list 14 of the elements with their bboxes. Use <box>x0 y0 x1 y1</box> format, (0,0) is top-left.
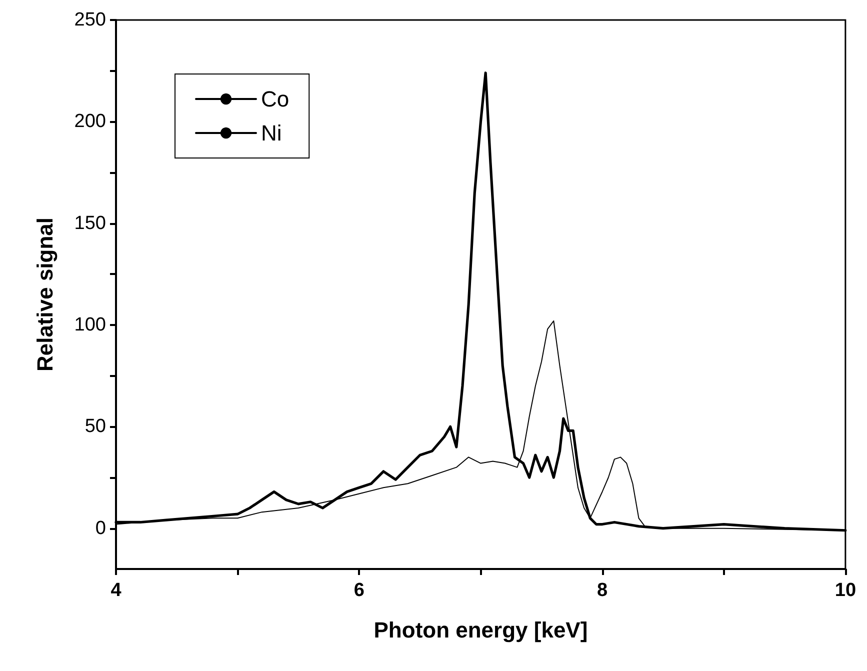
y-axis-title: Relative signal <box>32 217 58 372</box>
y-tick-label: 250 <box>74 10 106 30</box>
y-tick-label: 200 <box>74 111 106 132</box>
x-tick-label: 8 <box>597 580 608 601</box>
y-tick-label: 50 <box>84 416 106 438</box>
x-tick-label: 4 <box>110 580 122 601</box>
y-tick-label: 0 <box>95 518 106 539</box>
legend-label: Co <box>261 86 290 112</box>
y-tick-label: 100 <box>74 314 106 336</box>
x-tick-label: 6 <box>354 580 364 601</box>
x-axis-title: Photon energy [keV] <box>374 618 588 642</box>
x-tick-label: 10 <box>834 580 856 601</box>
y-tick-label: 150 <box>74 212 106 234</box>
legend-label: Ni <box>261 120 282 146</box>
